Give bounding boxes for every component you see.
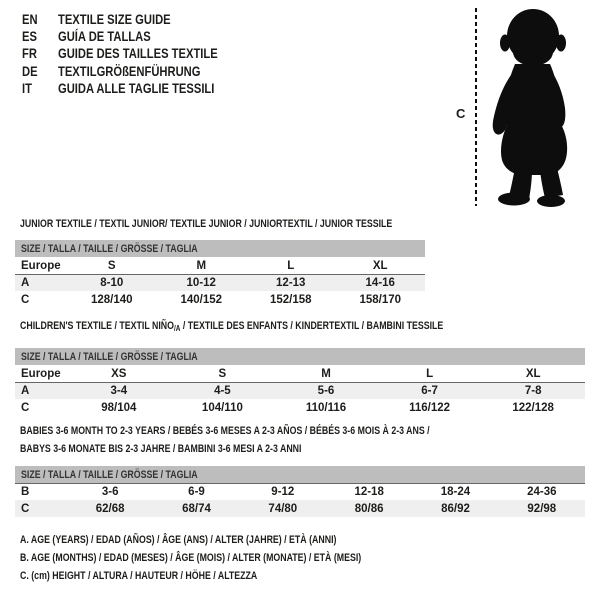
size-cell: 7-8 [524, 385, 542, 397]
children-table-title: CHILDREN'S TEXTILE / TEXTIL NIÑO/A / TEX… [20, 320, 444, 333]
footnote-height-cm: C. (cm) HEIGHT / ALTURA / HAUTEUR / HÖHE… [20, 570, 258, 582]
height-measure-label: C [456, 106, 466, 121]
size-cell: 98/104 [101, 401, 137, 414]
language-row-es: ES GUÍA DE TALLAS [22, 27, 258, 44]
language-title-block: EN TEXTILE SIZE GUIDE ES GUÍA DE TALLAS … [22, 10, 258, 97]
row-label: Europe [21, 259, 61, 272]
size-cell: S [107, 259, 116, 272]
size-cell: 140/152 [180, 293, 223, 306]
size-cell: 24-36 [527, 486, 557, 498]
language-code: DE [22, 62, 38, 79]
size-cell: 92/98 [527, 502, 557, 515]
language-code: ES [22, 28, 37, 45]
row-label: C [21, 293, 30, 306]
table-row-height: C 98/104 104/110 110/116 116/122 122/128 [15, 399, 585, 416]
table-row-age-months: B 3-6 6-9 9-12 12-18 18-24 24-36 [15, 483, 585, 500]
language-code: IT [22, 80, 32, 97]
junior-table-title: JUNIOR TEXTILE / TEXTIL JUNIOR/ TEXTILE … [20, 218, 393, 230]
language-row-en: EN TEXTILE SIZE GUIDE [22, 10, 258, 27]
table-row-height: C 62/68 68/74 74/80 80/86 86/92 92/98 [15, 500, 585, 517]
size-cell: 110/116 [305, 401, 347, 414]
guide-title-es: GUÍA DE TALLAS [58, 28, 151, 45]
footnote-age-months: B. AGE (MONTHS) / EDAD (MESES) / ÂGE (MO… [20, 552, 362, 564]
junior-size-table: SIZE / TALLA / TAILLE / GRÖSSE / TAGLIA … [15, 240, 425, 308]
language-code: EN [22, 10, 38, 27]
size-cell: 10-12 [186, 277, 216, 289]
table-row-height: C 128/140 140/152 152/158 158/170 [15, 291, 425, 308]
babies-size-table: SIZE / TALLA / TAILLE / GRÖSSE / TAGLIA … [15, 466, 585, 517]
size-cell: L [426, 367, 434, 380]
size-cell: M [321, 367, 331, 380]
size-cell: 3-4 [110, 385, 128, 397]
size-cell: 68/74 [182, 502, 211, 515]
size-cell: 3-6 [101, 486, 119, 498]
size-cell: S [218, 367, 227, 380]
language-row-fr: FR GUIDE DES TAILLES TEXTILE [22, 45, 258, 62]
size-cell: 18-24 [440, 486, 471, 498]
size-cell: 128/140 [90, 293, 133, 306]
size-cell: 5-6 [317, 385, 335, 397]
toddler-silhouette-icon [492, 9, 568, 207]
language-row-it: IT GUIDA ALLE TAGLIE TESSILI [22, 80, 258, 97]
title-subscript: /A [173, 324, 181, 333]
size-cell: XL [525, 367, 541, 380]
size-cell: 80/86 [354, 502, 384, 515]
table-row-europe: Europe S M L XL [15, 257, 425, 274]
row-label: Europe [21, 367, 61, 380]
size-cell: XL [372, 259, 388, 272]
row-label: A [21, 277, 30, 289]
language-row-de: DE TEXTILGRÖßENFÜHRUNG [22, 62, 258, 79]
size-cell: M [196, 259, 207, 272]
size-cell: 6-9 [188, 486, 205, 498]
row-label: C [21, 502, 30, 515]
size-cell: 4-5 [214, 385, 231, 397]
size-cell: 62/68 [95, 502, 125, 515]
size-cell: 12-13 [276, 277, 306, 289]
size-cell: 6-7 [421, 385, 438, 397]
size-cell: 122/128 [512, 401, 554, 414]
footnote-age-years: A. AGE (YEARS) / EDAD (AÑOS) / ÂGE (ANS)… [20, 534, 337, 546]
guide-title-it: GUIDA ALLE TAGLIE TESSILI [58, 80, 215, 97]
size-cell: 74/80 [268, 502, 298, 515]
size-header-bar: SIZE / TALLA / TAILLE / GRÖSSE / TAGLIA [15, 240, 425, 257]
size-cell: 8-10 [100, 277, 124, 289]
size-cell: 104/110 [201, 401, 243, 414]
height-dashed-line [475, 8, 477, 206]
size-cell: L [287, 259, 295, 272]
size-cell: XS [111, 367, 127, 380]
size-cell: 86/92 [441, 502, 470, 515]
table-row-age: A 3-4 4-5 5-6 6-7 7-8 [15, 382, 585, 399]
babies-table-title: BABIES 3-6 MONTH TO 2-3 YEARS / BEBÉS 3-… [20, 425, 430, 455]
size-header-bar: SIZE / TALLA / TAILLE / GRÖSSE / TAGLIA [15, 466, 585, 483]
guide-title-fr: GUIDE DES TAILLES TEXTILE [58, 45, 218, 62]
row-label: B [21, 486, 30, 498]
children-size-table: SIZE / TALLA / TAILLE / GRÖSSE / TAGLIA … [15, 348, 585, 416]
guide-title-de: TEXTILGRÖßENFÜHRUNG [58, 62, 201, 79]
row-label: C [21, 401, 30, 414]
table-row-age: A 8-10 10-12 12-13 14-16 [15, 274, 425, 291]
row-label: A [21, 385, 30, 397]
size-cell: 152/158 [269, 293, 312, 306]
size-cell: 116/122 [409, 401, 451, 414]
size-cell: 14-16 [365, 277, 395, 289]
size-cell: 9-12 [271, 486, 295, 498]
guide-title-en: TEXTILE SIZE GUIDE [58, 10, 171, 27]
table-row-europe: Europe XS S M L XL [15, 365, 585, 382]
size-cell: 12-18 [354, 486, 384, 498]
legend-footnotes: A. AGE (YEARS) / EDAD (AÑOS) / ÂGE (ANS)… [20, 534, 447, 588]
size-cell: 158/170 [359, 293, 402, 306]
size-header-bar: SIZE / TALLA / TAILLE / GRÖSSE / TAGLIA [15, 348, 585, 365]
language-code: FR [22, 45, 37, 62]
